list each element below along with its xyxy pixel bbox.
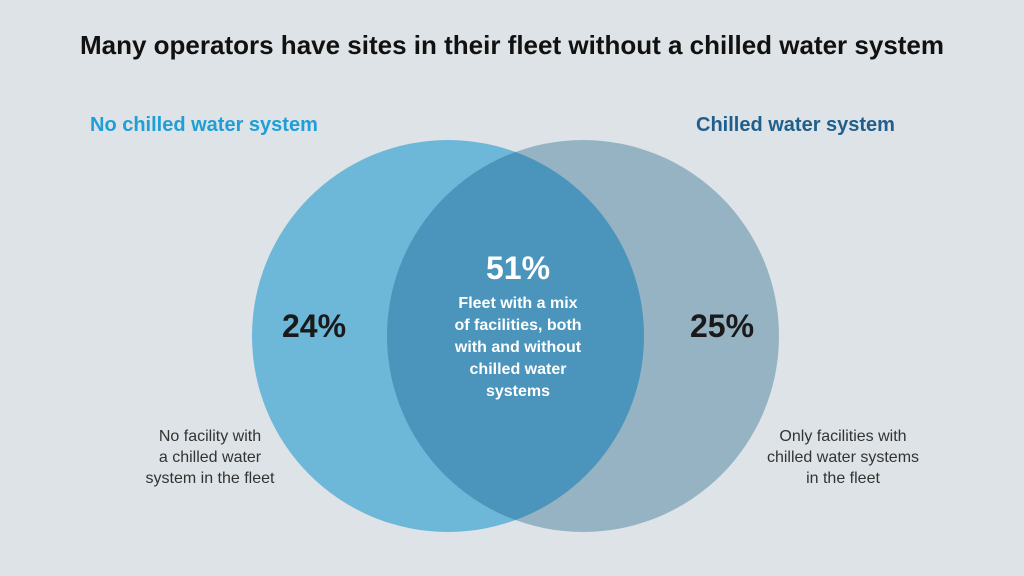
left-set-description: No facility with a chilled water system … [120,426,300,489]
overlap-description-line: Fleet with a mix [458,295,578,312]
left-set-percent: 24% [282,308,347,344]
overlap-region [387,140,644,532]
chart-title: Many operators have sites in their fleet… [79,30,945,60]
right-set-label: Chilled water system [696,114,895,136]
left-set-label: No chilled water system [90,114,318,136]
left-description-line: a chilled water [158,449,262,466]
overlap-description-line: systems [485,383,551,400]
overlap-description-line: of facilities, both [454,317,582,334]
right-description-line: in the fleet [806,470,880,487]
right-set-percent: 25% [690,308,755,344]
left-description-line: No facility with [158,428,262,445]
overlap-description: Fleet with a mix of facilities, both wit… [428,293,608,403]
left-description-line: system in the fleet [145,470,275,487]
overlap-description-line: chilled water [469,361,567,378]
right-set-description: Only facilities with chilled water syste… [743,426,943,489]
overlap-description-line: with and without [454,339,582,356]
right-description-line: Only facilities with [779,428,907,445]
right-description-line: chilled water systems [766,449,920,466]
overlap-percent: 51% [485,250,551,286]
